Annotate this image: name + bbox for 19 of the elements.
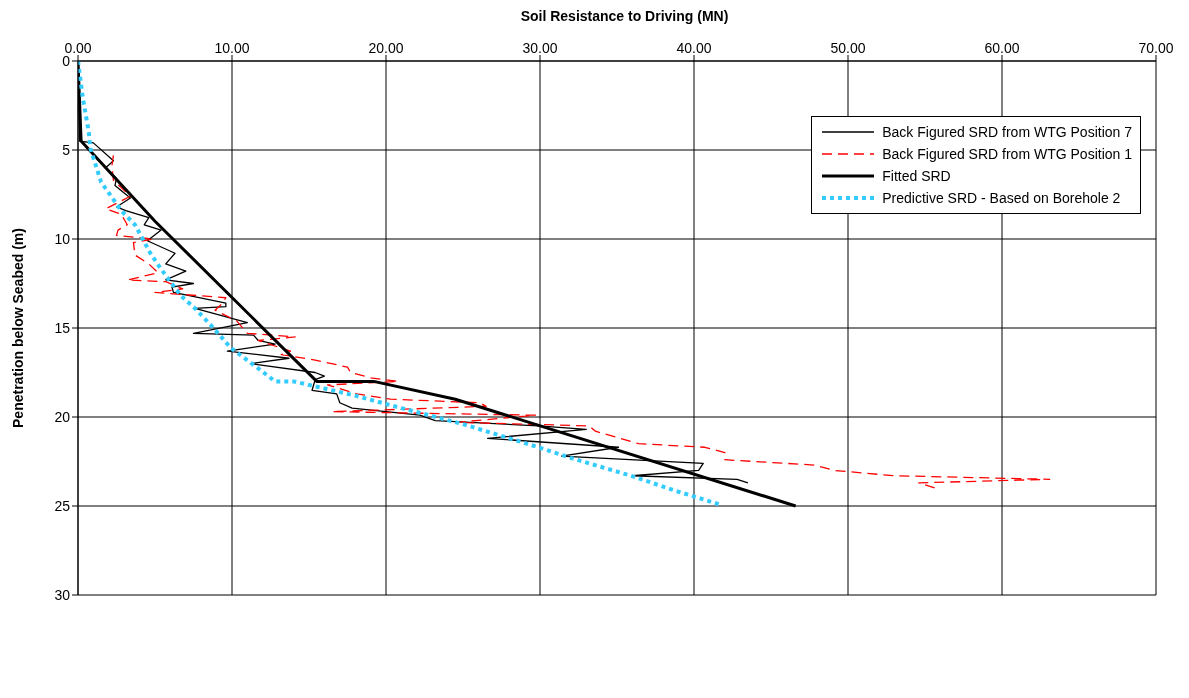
y-tick-label: 15 [54, 319, 71, 336]
x-tick-label: 40.00 [676, 40, 712, 56]
x-axis-title: Soil Resistance to Driving (MN) [519, 8, 730, 26]
legend-label: Back Figured SRD from WTG Position 1 [882, 146, 1132, 162]
legend-label: Fitted SRD [882, 168, 951, 184]
x-tick-label: 60.00 [984, 40, 1020, 56]
y-tick-label: 20 [54, 408, 71, 425]
x-tick-label: 10.00 [214, 40, 250, 56]
x-tick-label: 70.00 [1138, 40, 1174, 56]
x-tick-label: 20.00 [368, 40, 404, 56]
y-tick-label: 25 [54, 497, 71, 514]
x-tick-label: 50.00 [830, 40, 866, 56]
y-tick-label: 30 [54, 586, 71, 603]
x-tick-label: 30.00 [522, 40, 558, 56]
legend-label: Predictive SRD - Based on Borehole 2 [882, 190, 1121, 206]
legend-label: Back Figured SRD from WTG Position 7 [882, 124, 1132, 140]
y-tick-label: 10 [54, 230, 71, 247]
y-tick-label: 5 [62, 141, 71, 158]
y-axis-title: Penetration below Seabed (m) [9, 228, 26, 428]
